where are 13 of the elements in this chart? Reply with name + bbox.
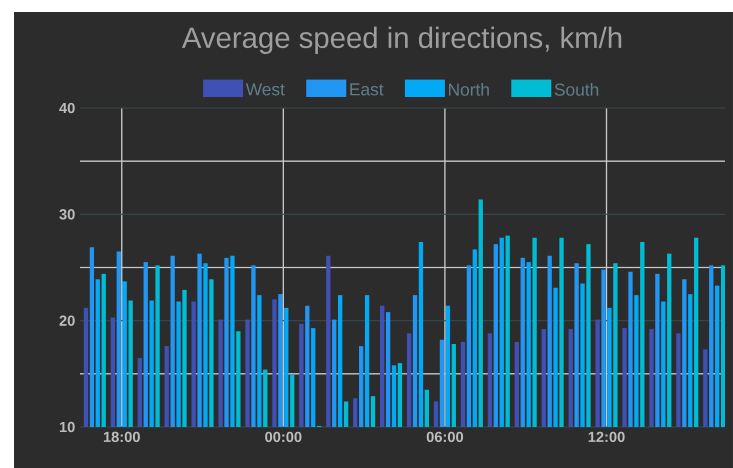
x-tick-label: 12:00 [588, 432, 625, 442]
y-tick-label: 20 [59, 315, 75, 326]
y-tick-label: 30 [59, 209, 75, 220]
y-tick-label: 10 [60, 422, 75, 432]
y-tick-label: 40 [59, 102, 75, 114]
x-tick-label: 00:00 [265, 432, 302, 442]
legend-label: South [554, 83, 598, 96]
chart-title: Average speed in directions, km/h [182, 26, 622, 54]
legend-label: East [350, 83, 384, 96]
legend-label: North [449, 83, 489, 96]
x-tick-label: 06:00 [426, 432, 464, 442]
x-tick-label: 18:00 [104, 432, 140, 442]
legend-label: West [246, 83, 285, 96]
